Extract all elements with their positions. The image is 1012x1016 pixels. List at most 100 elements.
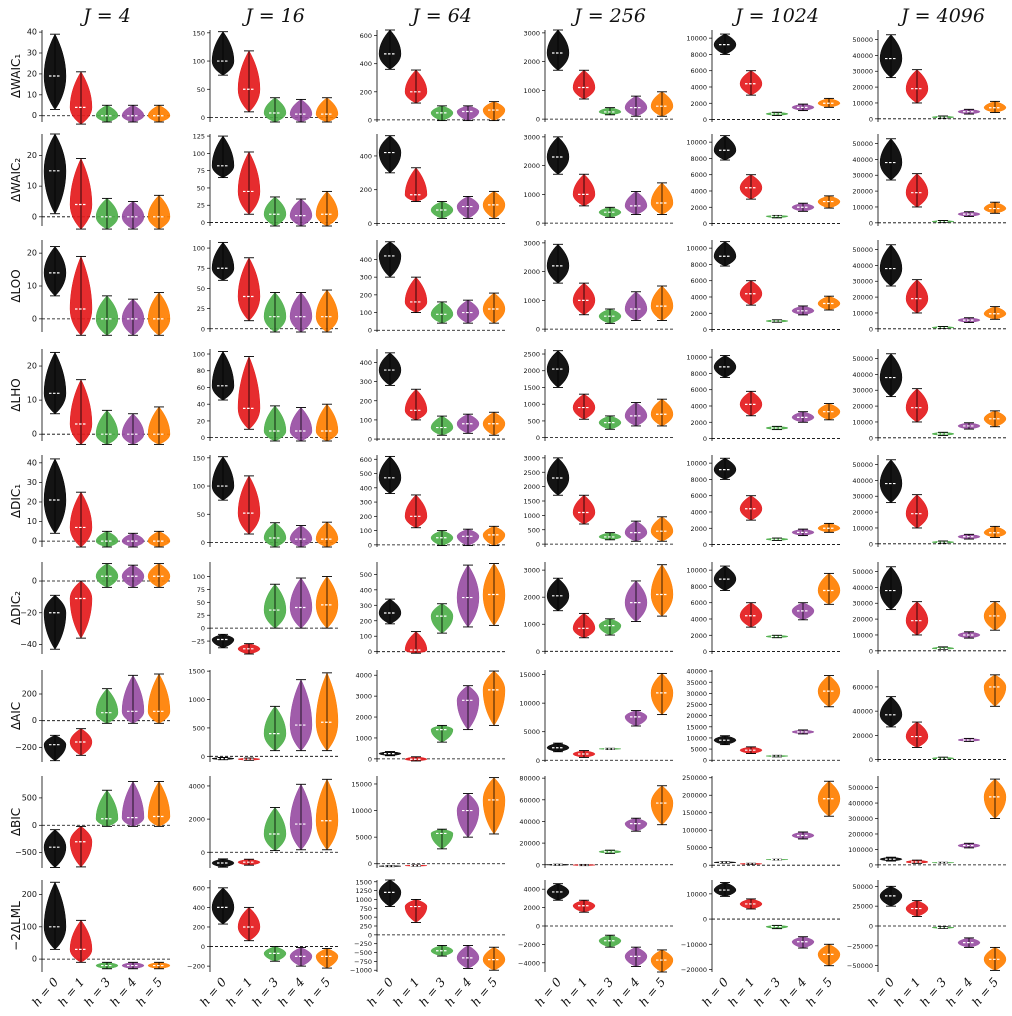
panel: 0 10 20 30 40	[27, 455, 172, 548]
panel: 0 100 200 300 400 500	[360, 562, 507, 656]
x-tick-label: h = 5	[803, 975, 835, 1009]
y-tick-label: 50000	[852, 246, 873, 254]
y-tick-label: 40000	[852, 371, 873, 379]
y-tick-label: 40000	[852, 584, 873, 592]
y-tick-label: 2000	[523, 367, 540, 375]
y-tick-label: 400	[360, 586, 372, 594]
y-tick-label: 10000	[686, 734, 707, 742]
y-tick-label: 75	[197, 265, 205, 273]
y-tick-label: 0	[536, 116, 540, 124]
row-label: ΔWAIC₂	[9, 158, 23, 203]
y-tick-label: 4000	[355, 672, 372, 680]
panel: −500 0 500	[15, 776, 172, 868]
y-tick-label: 1500	[188, 668, 205, 676]
y-tick-label: 60	[197, 384, 205, 392]
y-tick-label: 400	[360, 359, 372, 367]
y-tick-label: 200	[360, 397, 372, 405]
y-tick-label: −200	[187, 963, 205, 971]
y-tick-label: 100	[360, 309, 372, 317]
y-tick-label: 10	[27, 282, 37, 291]
y-tick-label: 30000	[852, 68, 873, 76]
row-label: ΔBIC	[9, 808, 23, 836]
y-tick-label: 0	[536, 220, 540, 228]
y-tick-label: 20	[27, 362, 37, 371]
y-tick-label: 400	[360, 256, 372, 264]
y-tick-label: 0	[368, 860, 372, 868]
panel: 0 10000 20000 30000 40000 50000	[852, 562, 1008, 655]
y-tick-label: 1500	[523, 498, 540, 506]
y-tick-label: 200	[360, 186, 372, 194]
y-tick-label: 200	[360, 88, 372, 96]
panel: 0 100 200 h = 0h = 1h = 3h = 4h = 5	[22, 880, 172, 1009]
panel: −200 0 200	[15, 670, 172, 762]
panel: 0 200 400 600	[360, 29, 507, 124]
x-tick-label: h = 4	[107, 975, 139, 1009]
y-tick-label: 10000	[686, 890, 707, 898]
y-tick-label: 0	[869, 540, 873, 548]
y-tick-label: 0	[201, 114, 205, 122]
panel: 0 10000 20000 30000 40000 50000	[852, 455, 1008, 548]
y-tick-label: 50000	[852, 568, 873, 576]
y-tick-label: 40000	[852, 52, 873, 60]
y-tick-label: 2000	[523, 268, 540, 276]
y-tick-label: 3000	[355, 693, 372, 701]
y-tick-label: 1000	[355, 734, 372, 742]
x-tick-label: h = 1	[55, 975, 87, 1009]
y-tick-label: −20000	[681, 966, 707, 974]
row-label: ΔDIC₁	[9, 484, 23, 518]
y-tick-label: 125	[193, 133, 205, 141]
y-tick-label: 15000	[519, 671, 540, 679]
y-tick-label: −500	[15, 848, 37, 857]
y-tick-label: 25	[197, 202, 205, 210]
y-tick-label: 8000	[690, 583, 707, 591]
y-tick-label: 300	[360, 602, 372, 610]
y-tick-label: −750	[354, 958, 372, 966]
y-tick-label: 100000	[848, 846, 873, 854]
y-tick-label: 10	[27, 90, 37, 99]
panel: 0 500 1000 1500 2000 2500	[523, 349, 675, 442]
y-tick-label: 0	[703, 862, 707, 870]
y-tick-label: 600	[193, 884, 205, 892]
panel: −25 0 25 50 75 100	[191, 562, 340, 655]
panel: 0 10000 20000 30000 40000 50000	[852, 134, 1008, 227]
y-tick-label: 20000	[852, 732, 873, 740]
y-tick-label: 0	[32, 430, 37, 439]
panel: 0 2000 4000 6000 8000 10000	[686, 30, 842, 124]
y-tick-label: 0	[703, 541, 707, 549]
panel: 0 50000 100000 150000 200000 250000	[682, 774, 842, 870]
y-tick-label: 30000	[686, 690, 707, 698]
panel: −200 0 200 400 600 h = 0h = 1h = 3h = 4h = 5	[187, 880, 340, 1009]
y-tick-label: 30000	[852, 172, 873, 180]
y-tick-label: 2000	[690, 310, 707, 318]
y-tick-label: 40	[197, 401, 205, 409]
y-tick-label: 30000	[852, 493, 873, 501]
y-tick-label: 0	[869, 219, 873, 227]
y-tick-label: 1000	[523, 621, 540, 629]
y-tick-label: 0	[32, 314, 37, 323]
y-tick-label: 2000	[690, 632, 707, 640]
x-tick-label: h = 4	[777, 975, 809, 1009]
panel: 0 10000 20000 30000 40000 50000	[852, 349, 1008, 442]
panel: −40 −20 0	[20, 562, 172, 654]
y-tick-label: −25	[191, 638, 205, 646]
y-tick-label: 0	[536, 434, 540, 442]
y-tick-label: 100	[193, 483, 205, 491]
y-tick-label: 2000	[523, 58, 540, 66]
y-tick-label: 2500	[523, 351, 540, 359]
y-tick-label: 10000	[686, 354, 707, 362]
y-tick-label: 100000	[682, 827, 707, 835]
y-tick-label: 3000	[523, 239, 540, 247]
y-tick-label: 6000	[690, 171, 707, 179]
y-tick-label: 0	[869, 923, 873, 931]
y-tick-label: 3000	[523, 454, 540, 462]
panel: 0 100000 200000 300000 400000 500000	[848, 776, 1008, 869]
y-tick-label: −10000	[681, 941, 707, 949]
y-tick-label: 500	[528, 417, 540, 425]
column-title: J = 4096	[897, 5, 985, 27]
row-label: ΔAIC	[9, 702, 23, 730]
y-tick-label: 600	[360, 32, 372, 40]
y-tick-label: 50	[197, 511, 205, 519]
y-tick-label: 20000	[852, 294, 873, 302]
panel: 0 100 200 300 400	[360, 240, 507, 335]
